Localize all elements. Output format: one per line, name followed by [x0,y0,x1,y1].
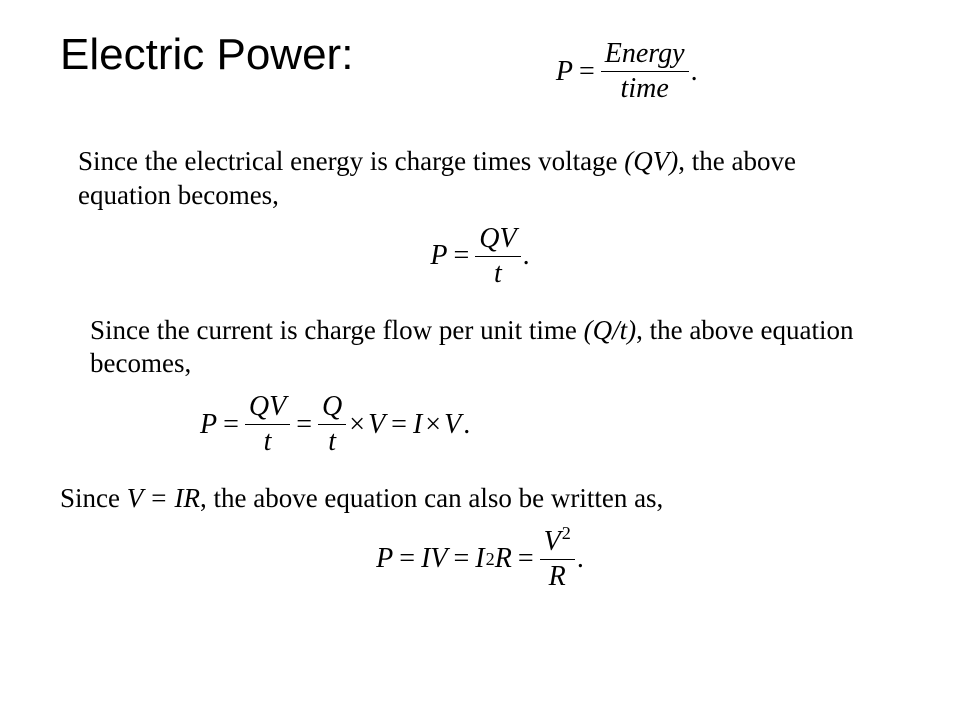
eq4-period: . [577,543,584,575]
eq4-R: R [495,543,512,575]
eq4-Vnum: V [544,526,561,557]
p1-b: (QV) [624,146,678,176]
eq3-f1-den: t [245,425,290,458]
eq1-period: . [691,56,698,88]
eq4-I: I [475,543,484,575]
p3-b: V = IR [127,483,200,513]
paragraph-3: Since V = IR, the above equation can als… [60,482,860,516]
eq3-period: . [463,409,470,441]
eq3-I: I [413,409,422,441]
equation-power-def: P = Energy time . [353,38,900,105]
eq4-exp2: 2 [562,523,571,543]
eq3-V2: V [444,409,461,441]
eq1-lhs: P [556,56,573,88]
eq3-f2-den: t [318,425,346,458]
equation-qv-over-t: P = QV t . [60,223,900,290]
eq4-P: P [376,543,393,575]
paragraph-2: Since the current is charge flow per uni… [90,314,860,382]
equation-iv-derivation: P = QV t = Q t × V = I × V . [200,391,900,458]
eq1-num: Energy [601,38,689,72]
p3-c: , the above equation can also be written… [200,483,663,513]
eq3-f1-num: QV [245,391,290,425]
p1-a: Since the electrical energy is charge ti… [78,146,624,176]
equation-power-forms: P = IV = I2R = V2 R . [60,526,900,593]
eq1-den: time [601,72,689,105]
eq2-num: QV [475,223,520,257]
page-title: Electric Power: [60,30,353,80]
eq3-f2-num: Q [318,391,346,425]
eq2-lhs: P [430,240,447,272]
eq3-times2: × [425,409,441,441]
slide: Electric Power: P = Energy time . Since … [0,0,960,649]
eq3-lhs: P [200,409,217,441]
eq4-Rden: R [540,560,575,593]
eq2-period: . [523,240,530,272]
p2-a: Since the current is charge flow per uni… [90,315,584,345]
eq2-den: t [475,257,520,290]
paragraph-1: Since the electrical energy is charge ti… [78,145,860,213]
eq3-times1: × [349,409,365,441]
p2-b: (Q/t) [584,315,636,345]
eq4-IV: IV [421,543,447,575]
eq3-V: V [368,409,385,441]
p3-a: Since [60,483,127,513]
